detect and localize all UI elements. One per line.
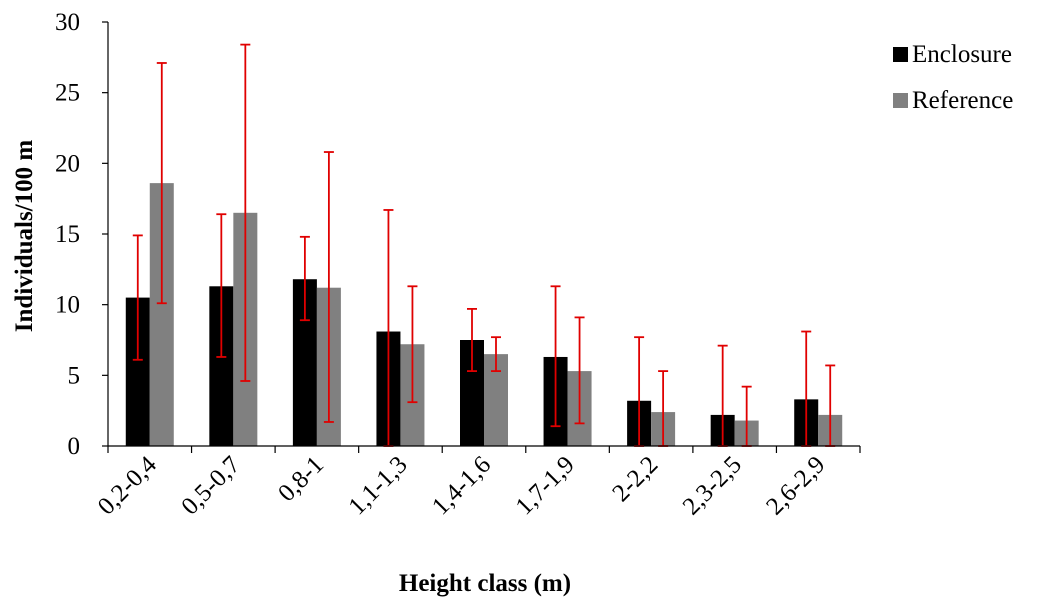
y-tick-label: 30 xyxy=(55,9,80,36)
x-tick-label: 2,3-2,5 xyxy=(678,451,747,520)
bar-enclosure xyxy=(125,297,150,446)
y-tick-label: 10 xyxy=(55,292,80,319)
error-bars xyxy=(132,43,836,447)
x-tick-label: 2-2,2 xyxy=(607,451,663,507)
x-tick-label: 1,1-1,3 xyxy=(344,451,413,520)
legend: Enclosure Reference xyxy=(893,41,1013,114)
x-axis-title: Height class (m) xyxy=(399,570,571,597)
legend-swatch-enclosure xyxy=(893,47,908,62)
x-tick-label: 1,4-1,6 xyxy=(427,451,496,520)
y-tick-label: 20 xyxy=(55,150,80,177)
x-tick-label: 2,6-2,9 xyxy=(761,451,830,520)
y-axis-ticks: 0 5 10 15 20 25 30 xyxy=(55,9,108,460)
x-tick-label: 0,2-0,4 xyxy=(93,451,163,521)
legend-swatch-reference xyxy=(893,93,908,108)
y-tick-label: 5 xyxy=(68,362,81,389)
x-tick-label: 0,5-0,7 xyxy=(176,451,245,520)
axes xyxy=(107,22,860,447)
y-tick-label: 15 xyxy=(55,221,80,248)
bars xyxy=(125,183,843,446)
legend-label-reference: Reference xyxy=(912,87,1013,114)
x-axis-ticks: 0,2-0,4 0,5-0,7 0,8-1 1,1-1,3 1,4-1,6 1,7-1,9… xyxy=(93,446,861,521)
y-tick-label: 0 xyxy=(68,433,81,460)
x-tick-label: 0,8-1 xyxy=(273,451,329,507)
y-tick-label: 25 xyxy=(55,80,80,107)
x-tick-label: 1,7-1,9 xyxy=(511,451,580,520)
y-axis-title: Individuals/100 m xyxy=(11,140,38,333)
legend-label-enclosure: Enclosure xyxy=(912,41,1012,68)
